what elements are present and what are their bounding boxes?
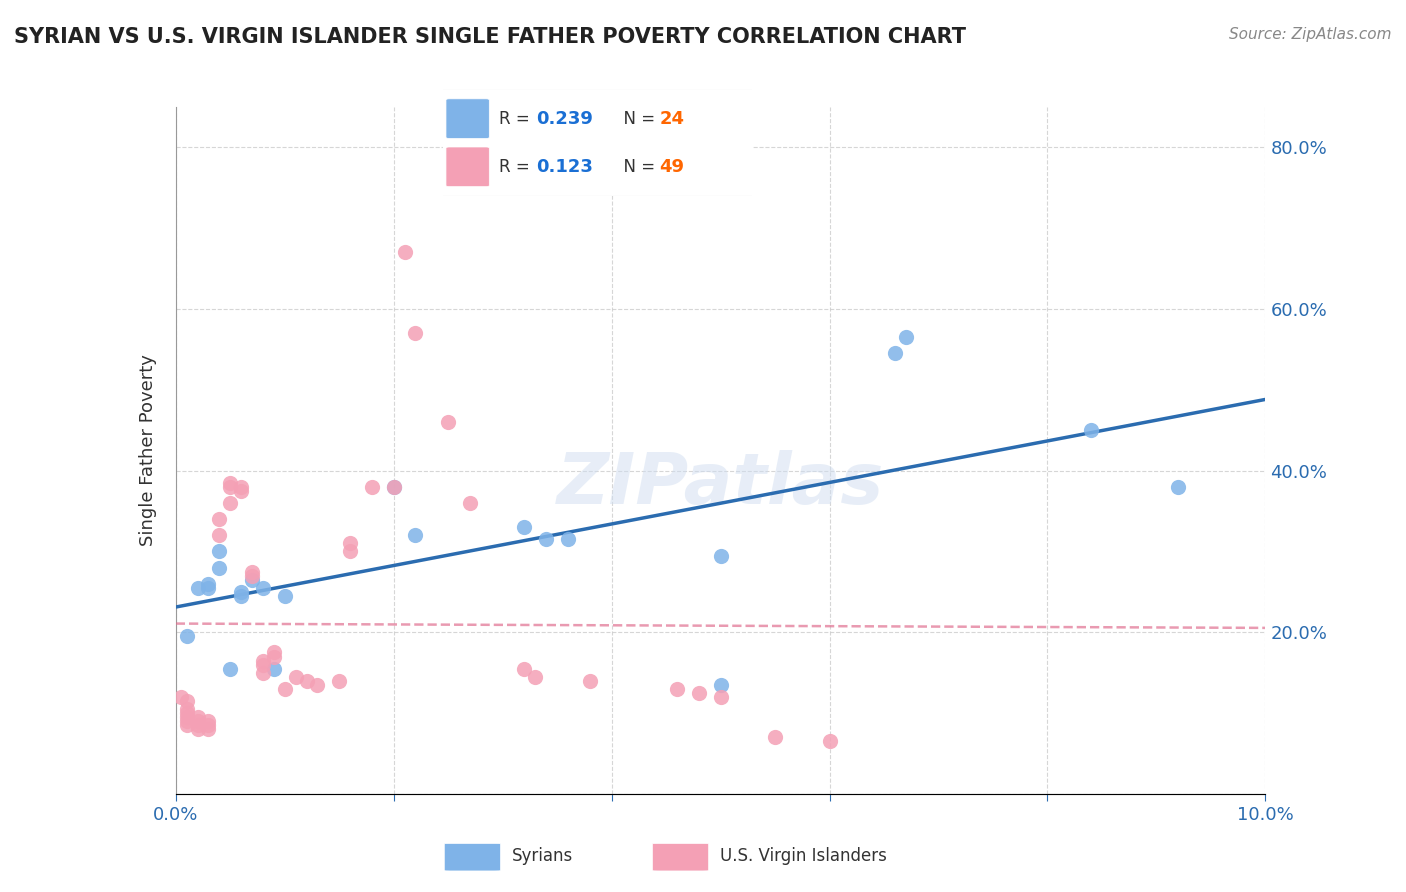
- FancyBboxPatch shape: [652, 844, 709, 871]
- U.S. Virgin Islanders: [710, 690, 733, 704]
- U.S. Virgin Islanders: [513, 662, 536, 676]
- Syrians: [894, 330, 917, 344]
- U.S. Virgin Islanders: [818, 734, 841, 748]
- U.S. Virgin Islanders: [666, 681, 689, 696]
- U.S. Virgin Islanders: [208, 512, 231, 526]
- U.S. Virgin Islanders: [394, 245, 416, 260]
- U.S. Virgin Islanders: [382, 480, 405, 494]
- U.S. Virgin Islanders: [186, 723, 209, 737]
- Text: 0.123: 0.123: [536, 159, 592, 177]
- U.S. Virgin Islanders: [176, 710, 198, 724]
- Syrians: [513, 520, 536, 534]
- U.S. Virgin Islanders: [240, 568, 263, 582]
- U.S. Virgin Islanders: [688, 686, 710, 700]
- U.S. Virgin Islanders: [405, 326, 427, 341]
- Text: N =: N =: [613, 111, 661, 128]
- Syrians: [382, 480, 405, 494]
- U.S. Virgin Islanders: [263, 649, 285, 664]
- Text: N =: N =: [613, 159, 661, 177]
- U.S. Virgin Islanders: [295, 673, 318, 688]
- Text: U.S. Virgin Islanders: U.S. Virgin Islanders: [720, 847, 887, 865]
- Syrians: [557, 533, 579, 547]
- U.S. Virgin Islanders: [208, 528, 231, 542]
- U.S. Virgin Islanders: [197, 723, 219, 737]
- Legend: : [628, 114, 638, 125]
- U.S. Virgin Islanders: [252, 654, 274, 668]
- U.S. Virgin Islanders: [339, 536, 361, 550]
- U.S. Virgin Islanders: [176, 706, 198, 720]
- U.S. Virgin Islanders: [524, 670, 547, 684]
- U.S. Virgin Islanders: [252, 665, 274, 680]
- Syrians: [219, 662, 242, 676]
- Syrians: [208, 560, 231, 574]
- Text: ZIPatlas: ZIPatlas: [557, 450, 884, 519]
- U.S. Virgin Islanders: [197, 718, 219, 732]
- U.S. Virgin Islanders: [219, 496, 242, 510]
- U.S. Virgin Islanders: [176, 718, 198, 732]
- Text: Syrians: Syrians: [512, 847, 574, 865]
- Syrians: [240, 573, 263, 587]
- U.S. Virgin Islanders: [458, 496, 481, 510]
- Syrians: [252, 581, 274, 595]
- U.S. Virgin Islanders: [219, 475, 242, 490]
- U.S. Virgin Islanders: [263, 645, 285, 659]
- U.S. Virgin Islanders: [186, 710, 209, 724]
- Text: R =: R =: [499, 111, 534, 128]
- U.S. Virgin Islanders: [186, 718, 209, 732]
- FancyBboxPatch shape: [446, 99, 489, 138]
- U.S. Virgin Islanders: [360, 480, 382, 494]
- U.S. Virgin Islanders: [197, 714, 219, 728]
- Syrians: [884, 346, 907, 360]
- U.S. Virgin Islanders: [274, 681, 297, 696]
- Syrians: [208, 544, 231, 558]
- FancyBboxPatch shape: [444, 844, 501, 871]
- FancyBboxPatch shape: [446, 147, 489, 186]
- Syrians: [197, 576, 219, 591]
- Text: 49: 49: [659, 159, 685, 177]
- U.S. Virgin Islanders: [176, 694, 198, 708]
- U.S. Virgin Islanders: [186, 714, 209, 728]
- Syrians: [176, 629, 198, 643]
- Text: 24: 24: [659, 111, 685, 128]
- FancyBboxPatch shape: [440, 88, 755, 197]
- Syrians: [274, 589, 297, 603]
- Text: R =: R =: [499, 159, 534, 177]
- Syrians: [710, 678, 733, 692]
- U.S. Virgin Islanders: [763, 731, 786, 745]
- U.S. Virgin Islanders: [231, 483, 253, 498]
- U.S. Virgin Islanders: [328, 673, 350, 688]
- U.S. Virgin Islanders: [170, 690, 193, 704]
- Text: 0.239: 0.239: [536, 111, 592, 128]
- Syrians: [231, 589, 253, 603]
- U.S. Virgin Islanders: [176, 714, 198, 728]
- U.S. Virgin Islanders: [252, 657, 274, 672]
- U.S. Virgin Islanders: [307, 678, 329, 692]
- U.S. Virgin Islanders: [231, 480, 253, 494]
- U.S. Virgin Islanders: [240, 565, 263, 579]
- Syrians: [231, 585, 253, 599]
- Syrians: [710, 549, 733, 563]
- U.S. Virgin Islanders: [284, 670, 307, 684]
- Syrians: [1080, 423, 1102, 437]
- Text: Source: ZipAtlas.com: Source: ZipAtlas.com: [1229, 27, 1392, 42]
- Syrians: [186, 581, 209, 595]
- Syrians: [197, 581, 219, 595]
- Syrians: [534, 533, 557, 547]
- Syrians: [263, 662, 285, 676]
- Syrians: [1167, 480, 1189, 494]
- U.S. Virgin Islanders: [437, 415, 460, 429]
- Syrians: [405, 528, 427, 542]
- U.S. Virgin Islanders: [339, 544, 361, 558]
- U.S. Virgin Islanders: [579, 673, 602, 688]
- Y-axis label: Single Father Poverty: Single Father Poverty: [139, 354, 157, 547]
- U.S. Virgin Islanders: [219, 480, 242, 494]
- U.S. Virgin Islanders: [176, 702, 198, 716]
- Text: SYRIAN VS U.S. VIRGIN ISLANDER SINGLE FATHER POVERTY CORRELATION CHART: SYRIAN VS U.S. VIRGIN ISLANDER SINGLE FA…: [14, 27, 966, 46]
